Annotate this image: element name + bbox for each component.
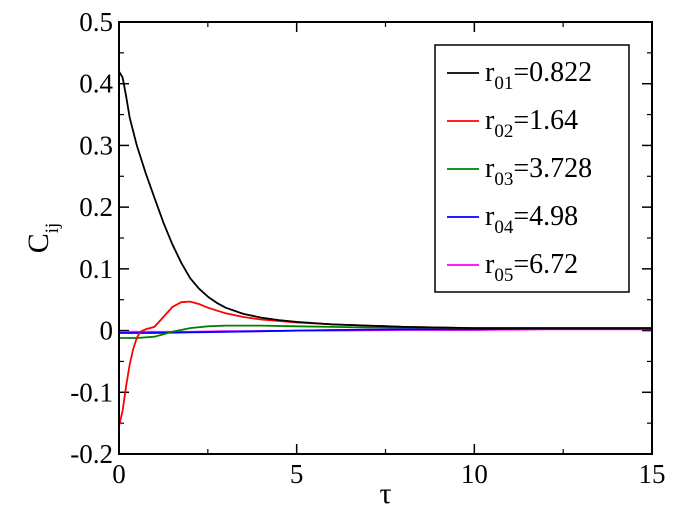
x-tick-label: 5	[290, 459, 304, 489]
series-line	[119, 70, 652, 330]
series-line	[119, 327, 652, 334]
series-line	[119, 300, 652, 427]
x-axis-label: τ	[379, 477, 391, 510]
y-tick-label: 0.1	[79, 254, 113, 284]
plot-lines	[119, 70, 652, 427]
plot-frame	[118, 21, 653, 455]
y-tick-label: 0.2	[79, 192, 113, 222]
y-tick-label: 0.5	[79, 7, 113, 37]
y-axis-label: Cij	[22, 223, 63, 254]
y-tick-label: 0.3	[79, 130, 113, 160]
x-tick-label: 10	[461, 459, 488, 489]
y-tick-label: 0.4	[79, 69, 113, 99]
x-tick-label: 0	[112, 459, 126, 489]
legend-label: r01=0.822	[485, 57, 592, 94]
y-tick-label: -0.2	[70, 439, 113, 469]
legend-label: r04=4.98	[485, 201, 578, 238]
y-tick-label: -0.1	[70, 377, 113, 407]
y-tick-label: 0	[100, 316, 114, 346]
legend-label: r03=3.728	[485, 153, 592, 190]
legend-label: r02=1.64	[485, 105, 578, 142]
axis-titles: τ Cij	[22, 223, 392, 510]
x-tick-label: 15	[639, 459, 666, 489]
legend-label: r05=6.72	[485, 249, 578, 286]
legend: r01=0.822 r02=1.64 r03=3.728 r04=4.98 r05=6.…	[434, 44, 630, 293]
tick-labels: 0 5 10 15 -0.2 -0.1 0 0.1 0.2 0.3 0.4 0.5	[70, 7, 665, 489]
